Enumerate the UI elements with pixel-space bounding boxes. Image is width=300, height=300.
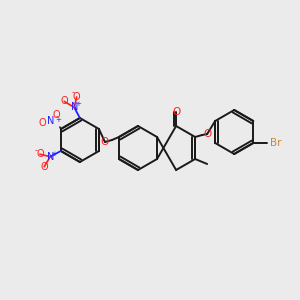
Text: O: O [203,129,211,139]
Text: +: + [55,117,61,123]
Text: O: O [38,118,46,128]
Text: O: O [40,162,48,172]
Text: O: O [172,107,180,117]
Text: -: - [55,112,58,122]
Text: Br: Br [269,138,281,148]
Text: O: O [73,92,80,102]
Text: -: - [71,88,74,98]
Text: O: O [101,137,109,147]
Text: O: O [52,110,60,120]
Text: -: - [34,146,38,155]
Text: N: N [70,102,78,112]
Text: +: + [75,101,81,107]
Text: O: O [36,149,44,159]
Text: +: + [51,151,57,157]
Text: N: N [46,152,54,162]
Text: O: O [60,96,68,106]
Text: N: N [47,116,55,126]
